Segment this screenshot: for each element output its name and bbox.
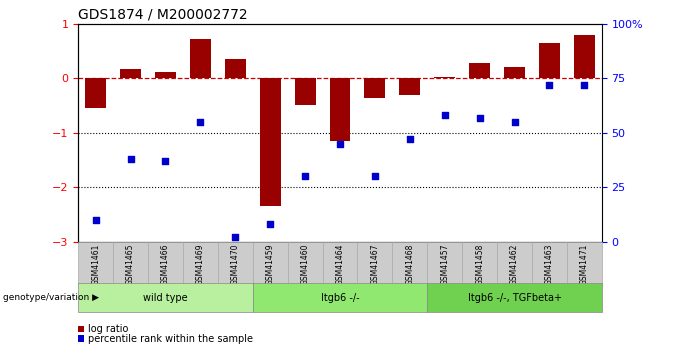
Bar bbox=[294, 78, 316, 105]
Bar bbox=[253, 283, 427, 312]
Bar bbox=[225, 59, 245, 78]
Text: GSM41469: GSM41469 bbox=[196, 244, 205, 285]
Bar bbox=[78, 241, 113, 285]
Bar bbox=[504, 67, 525, 78]
Point bbox=[230, 234, 241, 240]
Bar bbox=[190, 39, 211, 78]
Text: GSM41462: GSM41462 bbox=[510, 244, 519, 285]
Bar bbox=[497, 241, 532, 285]
Bar bbox=[120, 69, 141, 78]
Point bbox=[369, 174, 380, 179]
Point bbox=[544, 82, 555, 88]
Bar bbox=[78, 283, 253, 312]
Text: GSM41464: GSM41464 bbox=[335, 244, 345, 285]
Bar bbox=[322, 241, 358, 285]
Bar bbox=[85, 78, 106, 108]
Bar bbox=[183, 241, 218, 285]
Bar bbox=[218, 241, 253, 285]
Bar bbox=[399, 78, 420, 95]
Text: log ratio: log ratio bbox=[88, 324, 128, 334]
Point bbox=[509, 119, 520, 125]
Point bbox=[160, 158, 171, 164]
Bar bbox=[364, 78, 386, 98]
Text: GDS1874 / M200002772: GDS1874 / M200002772 bbox=[78, 8, 248, 22]
Text: GSM41457: GSM41457 bbox=[440, 244, 449, 285]
Text: GSM41458: GSM41458 bbox=[475, 244, 484, 285]
Point bbox=[405, 137, 415, 142]
Bar bbox=[532, 241, 567, 285]
Bar bbox=[469, 63, 490, 78]
Text: Itgb6 -/-: Itgb6 -/- bbox=[321, 293, 359, 303]
Bar bbox=[567, 241, 602, 285]
Text: GSM41461: GSM41461 bbox=[91, 244, 100, 285]
Text: GSM41460: GSM41460 bbox=[301, 244, 309, 285]
Bar bbox=[392, 241, 427, 285]
Point bbox=[439, 113, 450, 118]
Bar bbox=[427, 283, 602, 312]
Bar bbox=[148, 241, 183, 285]
Point bbox=[125, 156, 136, 162]
Text: GSM41465: GSM41465 bbox=[126, 244, 135, 285]
Text: GSM41463: GSM41463 bbox=[545, 244, 554, 285]
Bar bbox=[358, 241, 392, 285]
Text: percentile rank within the sample: percentile rank within the sample bbox=[88, 334, 253, 344]
Text: Itgb6 -/-, TGFbeta+: Itgb6 -/-, TGFbeta+ bbox=[468, 293, 562, 303]
Point bbox=[474, 115, 485, 120]
Bar bbox=[113, 241, 148, 285]
Bar bbox=[435, 77, 455, 78]
Bar bbox=[330, 78, 350, 141]
Text: wild type: wild type bbox=[143, 293, 188, 303]
Point bbox=[265, 221, 275, 227]
Point bbox=[300, 174, 311, 179]
Text: GSM41467: GSM41467 bbox=[371, 244, 379, 285]
Point bbox=[335, 141, 345, 146]
Point bbox=[579, 82, 590, 88]
Bar bbox=[539, 43, 560, 78]
Bar bbox=[462, 241, 497, 285]
Point bbox=[90, 217, 101, 223]
Text: GSM41459: GSM41459 bbox=[266, 244, 275, 285]
Text: genotype/variation ▶: genotype/variation ▶ bbox=[3, 293, 99, 302]
Bar bbox=[427, 241, 462, 285]
Text: GSM41470: GSM41470 bbox=[231, 244, 240, 285]
Bar bbox=[288, 241, 322, 285]
Point bbox=[195, 119, 206, 125]
Bar bbox=[574, 35, 595, 78]
Text: GSM41466: GSM41466 bbox=[161, 244, 170, 285]
Text: GSM41468: GSM41468 bbox=[405, 244, 414, 285]
Bar bbox=[260, 78, 281, 206]
Bar bbox=[155, 72, 176, 78]
Bar bbox=[253, 241, 288, 285]
Text: GSM41471: GSM41471 bbox=[580, 244, 589, 285]
